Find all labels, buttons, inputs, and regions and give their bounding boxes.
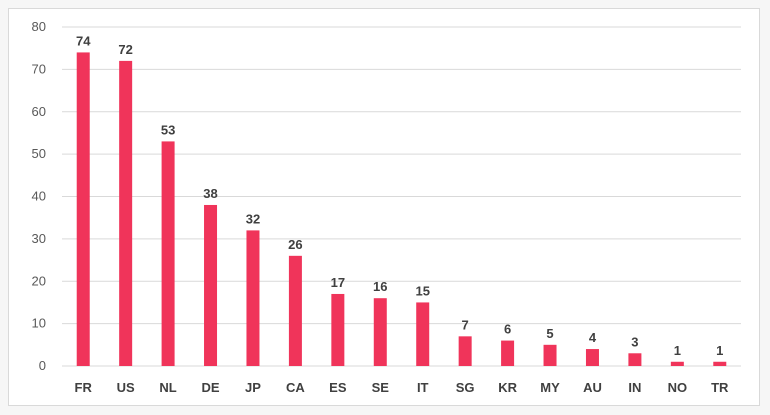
bar-es: [331, 293, 345, 366]
bar-sg: [458, 336, 472, 366]
bar-my: [543, 344, 557, 366]
y-axis-ticks: 0 10 20 30 40 50 60 70 80: [32, 19, 46, 373]
y-tick-label: 60: [32, 104, 46, 119]
x-axis-ticks: FR US NL DE JP CA ES SE IT SG KR MY AU IN NO TR: [75, 380, 730, 395]
data-label-sg: 7: [462, 317, 469, 332]
data-label-kr: 6: [504, 322, 511, 337]
data-label-in: 3: [631, 334, 638, 349]
x-tick-label-de: DE: [202, 380, 220, 395]
x-tick-label-in: IN: [628, 380, 641, 395]
x-tick-label-us: US: [117, 380, 135, 395]
data-label-ca: 26: [288, 237, 302, 252]
x-tick-label-sg: SG: [456, 380, 475, 395]
x-tick-label-fr: FR: [75, 380, 93, 395]
bar-kr: [501, 340, 515, 366]
data-label-es: 17: [331, 275, 345, 290]
x-tick-label-jp: JP: [245, 380, 261, 395]
bar-us: [119, 60, 133, 367]
y-tick-label: 50: [32, 146, 46, 161]
bar-tr: [713, 361, 727, 366]
bars: [76, 52, 727, 367]
y-tick-label: 30: [32, 231, 46, 246]
bar-au: [585, 349, 599, 366]
data-label-it: 15: [415, 283, 429, 298]
x-tick-label-ca: CA: [286, 380, 305, 395]
bar-in: [628, 353, 642, 366]
bar-fr: [76, 52, 90, 367]
y-tick-label: 10: [32, 316, 46, 331]
data-label-se: 16: [373, 279, 387, 294]
bar-no: [670, 361, 684, 366]
data-label-fr: 74: [76, 33, 91, 48]
x-tick-label-tr: TR: [711, 380, 729, 395]
data-label-jp: 32: [246, 211, 260, 226]
data-label-de: 38: [203, 186, 217, 201]
bar-nl: [161, 141, 175, 366]
x-tick-label-kr: KR: [498, 380, 517, 395]
x-tick-label-nl: NL: [159, 380, 176, 395]
bar-it: [416, 302, 430, 366]
x-tick-label-se: SE: [372, 380, 390, 395]
bar-ca: [288, 255, 302, 366]
y-tick-label: 80: [32, 19, 46, 34]
x-tick-label-no: NO: [668, 380, 688, 395]
x-tick-label-it: IT: [417, 380, 429, 395]
data-label-my: 5: [546, 326, 553, 341]
bar-de: [204, 204, 218, 366]
y-tick-label: 70: [32, 61, 46, 76]
bar-se: [373, 298, 387, 366]
data-label-tr: 1: [716, 343, 723, 358]
bar-jp: [246, 230, 260, 366]
data-labels: 74 72 53 38 32 26 17 16 15 7 6 5 4 3 1 1: [76, 33, 723, 357]
data-label-au: 4: [589, 330, 597, 345]
data-label-us: 72: [118, 42, 132, 57]
gridlines: [62, 26, 741, 367]
y-tick-label: 20: [32, 273, 46, 288]
y-tick-label: 0: [39, 358, 46, 373]
data-label-no: 1: [674, 343, 681, 358]
y-tick-label: 40: [32, 189, 46, 204]
data-label-nl: 53: [161, 122, 175, 137]
x-tick-label-my: MY: [540, 380, 560, 395]
x-tick-label-au: AU: [583, 380, 602, 395]
x-tick-label-es: ES: [329, 380, 347, 395]
